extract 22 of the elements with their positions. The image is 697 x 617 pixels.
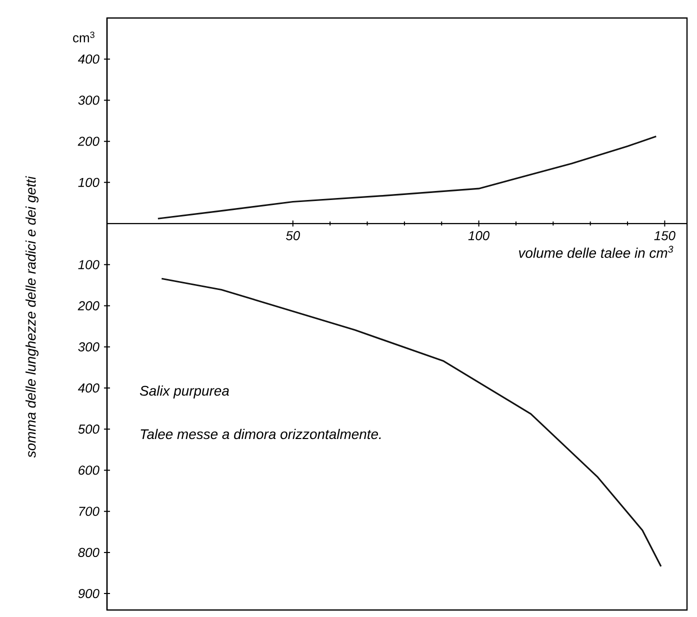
y-tick-label: 400 (78, 54, 100, 64)
annotation: Salix purpurea (140, 385, 229, 398)
y-tick-label: 800 (78, 548, 100, 558)
y-tick-label: 400 (78, 383, 100, 393)
x-tick-label: 100 (468, 231, 490, 240)
y-tick-label: 600 (78, 466, 100, 475)
x-tick-label: 150 (654, 231, 676, 240)
x-axis-title: volume delle talee in cm$^{3}$ (519, 246, 674, 258)
y-tick-label: 100 (78, 260, 100, 270)
line-series (157, 136, 657, 220)
y-tick-label: 300 (78, 342, 100, 352)
y-tick-label: 200 (78, 136, 100, 146)
text: cm$^{3}$ (73, 32, 94, 42)
y-tick-label: 700 (79, 506, 100, 516)
y-tick-label: 500 (78, 424, 100, 434)
y-tick-label: 300 (78, 96, 100, 105)
annotation: Talee messe a dimora orizzontalmente. (140, 428, 381, 440)
y-axis-title: somma delle lunghezze delle radici e dei getti (26, 176, 38, 458)
x-tick-label: 50 (286, 231, 300, 240)
y-tick-label: 900 (78, 588, 100, 598)
y-tick-label: 100 (78, 178, 100, 188)
y-tick-label: 200 (78, 301, 100, 310)
